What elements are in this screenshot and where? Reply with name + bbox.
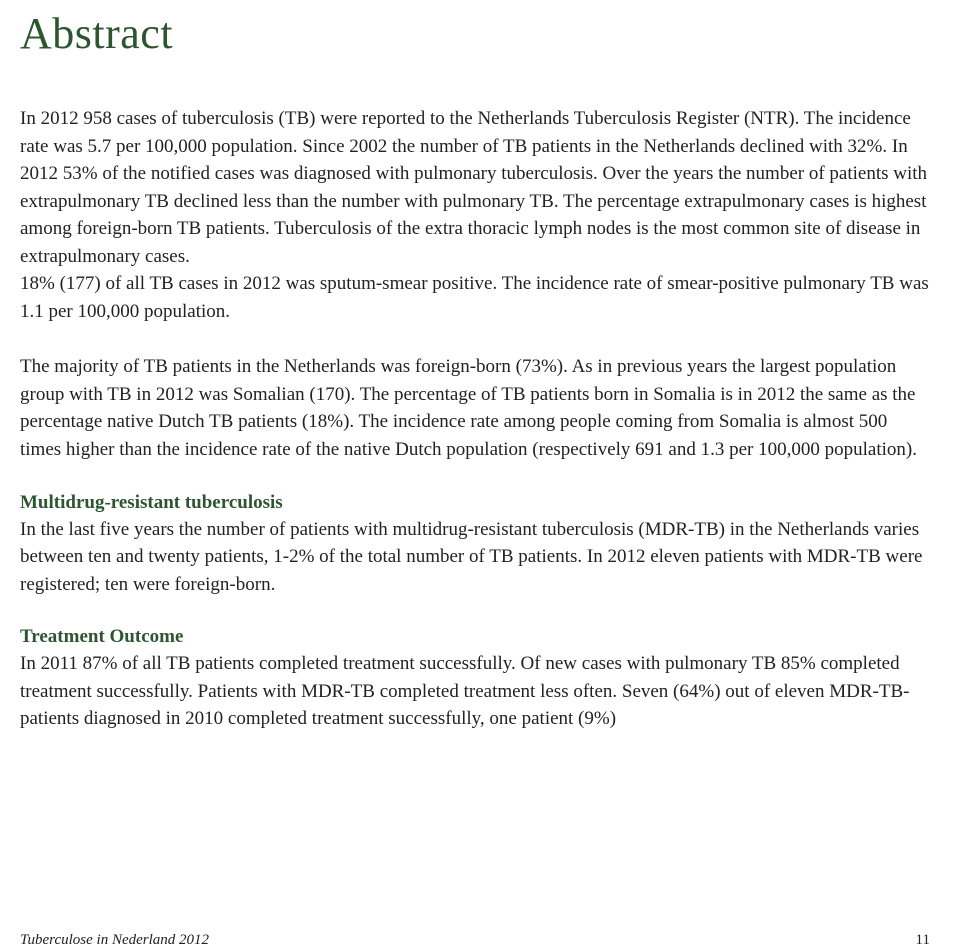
mdr-heading: Multidrug-resistant tuberculosis xyxy=(20,492,930,514)
abstract-paragraph-1: In 2012 958 cases of tuberculosis (TB) w… xyxy=(20,105,930,325)
page-footer: Tuberculose in Nederland 2012 11 xyxy=(20,932,930,949)
mdr-text: In the last five years the number of pat… xyxy=(20,516,930,599)
outcome-text: In 2011 87% of all TB patients completed… xyxy=(20,650,930,733)
outcome-heading: Treatment Outcome xyxy=(20,626,930,648)
abstract-paragraph-2: The majority of TB patients in the Nethe… xyxy=(20,353,930,463)
footer-page-number: 11 xyxy=(916,932,930,949)
section-outcome: Treatment Outcome In 2011 87% of all TB … xyxy=(20,626,930,733)
section-mdr: Multidrug-resistant tuberculosis In the … xyxy=(20,492,930,599)
page-title: Abstract xyxy=(20,8,930,59)
footer-doc-title: Tuberculose in Nederland 2012 xyxy=(20,932,209,949)
